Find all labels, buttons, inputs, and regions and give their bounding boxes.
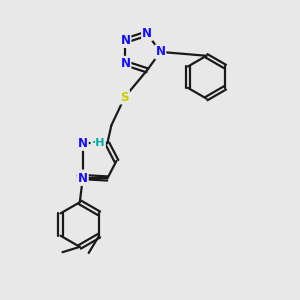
Text: N: N (155, 45, 165, 58)
Text: N: N (121, 34, 130, 47)
Text: S: S (121, 91, 129, 103)
Text: N: N (142, 27, 152, 40)
Text: N: N (121, 57, 130, 70)
Text: O: O (76, 170, 85, 184)
Text: N: N (78, 172, 88, 185)
Text: ·H: ·H (92, 138, 105, 148)
Text: N: N (78, 137, 88, 150)
